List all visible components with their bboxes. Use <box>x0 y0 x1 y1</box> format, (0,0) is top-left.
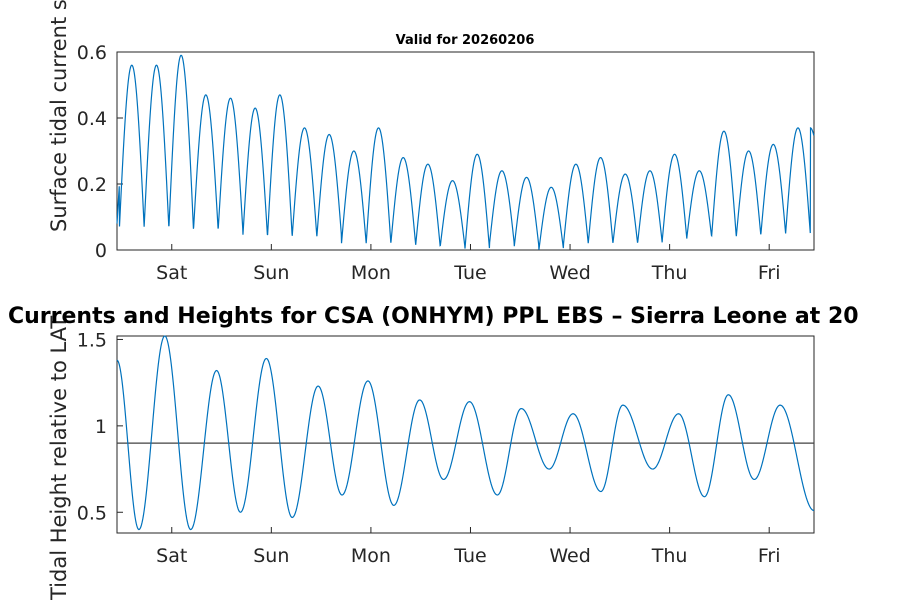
x-tick-label-sun: Sun <box>253 262 289 284</box>
x-tick-label-wed: Wed <box>549 262 590 284</box>
x-tick-label-tue: Tue <box>453 262 486 284</box>
tidal-height-series <box>116 335 815 531</box>
y-tick-label: 1 <box>95 416 107 438</box>
current-y-axis-label: Surface tidal current speed, kn <box>47 0 71 232</box>
current-plot-area <box>116 51 815 251</box>
figure-main-title: Currents and Heights for CSA (ONHYM) PPL… <box>8 304 859 329</box>
y-tick-label: 0 <box>95 240 107 262</box>
height-plot-area <box>116 335 815 534</box>
current-speed-series <box>116 54 815 250</box>
tidal-height-chart: Sat Sun Mon Tue Wed Thu Fri 0.5 1 1.5 <box>77 329 815 567</box>
x-tick-label-fri: Fri <box>758 545 781 567</box>
x-tick-label-thu: Thu <box>651 545 688 567</box>
current-y-ticks: 0 0.2 0.4 0.6 <box>77 42 123 262</box>
x-tick-label-wed: Wed <box>549 545 590 567</box>
x-tick-label-mon: Mon <box>351 545 391 567</box>
x-tick-label-mon: Mon <box>351 262 391 284</box>
x-tick-label-tue: Tue <box>453 545 486 567</box>
x-tick-label-sat: Sat <box>156 545 187 567</box>
height-x-ticks: Sat Sun Mon Tue Wed Thu Fri <box>156 527 781 567</box>
height-y-ticks: 0.5 1 1.5 <box>77 329 123 524</box>
y-tick-label: 1.5 <box>77 329 107 351</box>
y-tick-label: 0.4 <box>77 108 107 130</box>
current-x-ticks: Sat Sun Mon Tue Wed Thu Fri <box>156 244 781 284</box>
current-chart-title: Valid for 20260206 <box>396 33 535 48</box>
y-tick-label: 0.5 <box>77 502 107 524</box>
x-tick-label-sun: Sun <box>253 545 289 567</box>
y-tick-label: 0.2 <box>77 174 107 196</box>
y-tick-label: 0.6 <box>77 42 107 64</box>
x-tick-label-sat: Sat <box>156 262 187 284</box>
current-speed-chart: Valid for 20260206 Sat Sun Mon Tue Wed Thu Fri… <box>77 33 815 284</box>
height-y-axis-label: Tidal Height relative to LAT <box>47 316 71 600</box>
x-tick-label-fri: Fri <box>758 262 781 284</box>
x-tick-label-thu: Thu <box>651 262 688 284</box>
